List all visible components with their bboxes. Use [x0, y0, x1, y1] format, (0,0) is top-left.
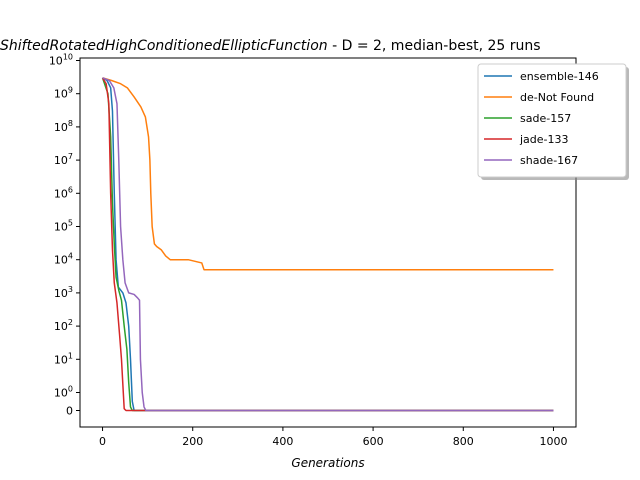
x-tick-label: 200	[182, 435, 203, 448]
legend: ensemble-146 de-Not Found sade-157 jade-133…	[477, 63, 629, 180]
plot-frame	[79, 57, 577, 428]
legend-entry-label: jade-133	[519, 133, 569, 146]
y-tick-label: 105	[54, 219, 73, 234]
y-tick-label: 0	[66, 405, 73, 418]
y-tick-label: 103	[54, 285, 73, 300]
legend-entry-label: sade-157	[520, 112, 571, 125]
x-tick-label: 800	[453, 435, 474, 448]
y-tick-label: 109	[54, 86, 73, 101]
y-tick-label: 101	[54, 351, 73, 366]
y-tick-label: 108	[54, 119, 73, 134]
x-tick-label: 600	[363, 435, 384, 448]
x-tick-label: 1000	[539, 435, 567, 448]
series-line-0	[102, 77, 554, 412]
y-tick-label: 106	[54, 185, 73, 200]
y-tick-label: 100	[54, 385, 73, 400]
legend-box	[477, 63, 627, 178]
x-tick-label: 0	[99, 435, 106, 448]
plot-lines	[101, 77, 554, 412]
legend-entry-label: ensemble-146	[520, 70, 599, 83]
series-line-1	[102, 77, 554, 271]
legend-entry-label: shade-167	[520, 154, 578, 167]
x-tick-label: 400	[272, 435, 293, 448]
chart-title-function: ShiftedRotatedHighConditionedEllipticFun…	[0, 38, 328, 54]
y-tick-label: 102	[54, 318, 73, 333]
y-axis: 0 100 101 102 103 104 105 106 107 108 109 1010	[49, 53, 80, 418]
series-line-4	[102, 77, 554, 412]
y-tick-label: 104	[54, 252, 73, 267]
x-axis: 0 200 400 600 800 1000	[99, 427, 567, 448]
legend-entry-label: de-Not Found	[520, 91, 594, 104]
chart-title-rest: - D = 2, median-best, 25 runs	[328, 38, 541, 54]
series-line-3	[101, 77, 554, 412]
chart-title: ShiftedRotatedHighConditionedEllipticFun…	[0, 38, 541, 54]
y-tick-label: 107	[54, 152, 73, 167]
series-line-2	[101, 77, 554, 412]
x-axis-label: Generations	[291, 456, 364, 470]
y-tick-label: 1010	[49, 53, 73, 68]
